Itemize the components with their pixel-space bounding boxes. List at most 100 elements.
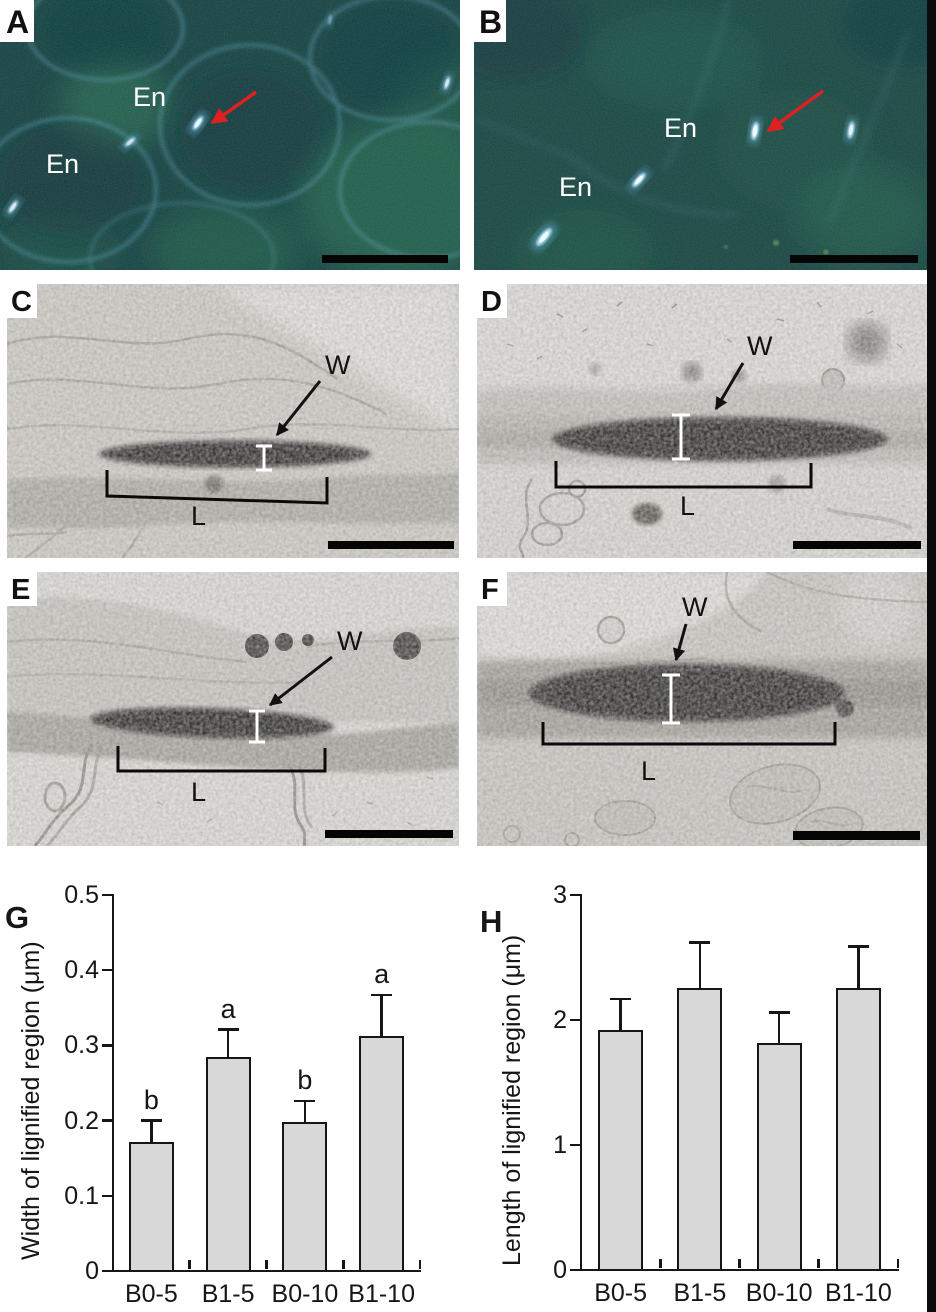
- error-bar-cap: [689, 941, 711, 944]
- scale-bar: [322, 255, 448, 263]
- significance-letter: a: [374, 959, 390, 990]
- y-tick-label: 0.4: [64, 956, 99, 985]
- x-tick: [188, 1260, 192, 1269]
- error-bar-line: [303, 1101, 307, 1123]
- casparian-strip-fluorescent-spots: [531, 117, 857, 255]
- panel-B-fluorescence-micrograph: En En B: [474, 0, 928, 270]
- image-noise: [0, 0, 460, 270]
- error-bar-line: [226, 1029, 230, 1057]
- bar-B0-10: [756, 1042, 802, 1271]
- bar-B0-5: [128, 1142, 174, 1272]
- length-bracket: [105, 470, 329, 505]
- scale-bar: [790, 255, 918, 263]
- width-ibeam-marker: [249, 709, 265, 744]
- error-bar-line: [619, 998, 622, 1030]
- bar-B0-5: [598, 1030, 644, 1271]
- bar-B1-10: [835, 987, 881, 1271]
- y-axis-title: Length of lignified region (μm): [498, 934, 526, 1267]
- x-tick: [341, 1260, 345, 1269]
- width-marker-label: W: [325, 350, 351, 380]
- width-marker-label: W: [747, 331, 773, 361]
- x-category-label: B1-10: [825, 1279, 892, 1307]
- panel-letter: A: [6, 4, 29, 40]
- x-category-label: B1-5: [673, 1279, 727, 1307]
- scale-bar: [328, 541, 454, 549]
- panel-letter-box: [477, 572, 507, 606]
- y-tick: [102, 893, 112, 897]
- y-axis: [111, 893, 115, 1273]
- y-axis: [579, 893, 583, 1272]
- red-arrow-icon: [210, 90, 258, 125]
- scale-bar: [793, 541, 921, 549]
- x-category-label: B0-5: [124, 1280, 178, 1308]
- length-marker-label: L: [680, 491, 695, 521]
- y-tick: [570, 1018, 580, 1022]
- panel-letter-box: [7, 572, 37, 606]
- black-arrow-icon: [269, 655, 333, 707]
- panel-C-tem-micrograph: W L C: [7, 284, 459, 558]
- chart-panel-letter: G: [5, 900, 30, 935]
- length-marker-label: L: [191, 501, 206, 531]
- y-tick: [570, 893, 580, 897]
- bar-B1-5: [205, 1056, 251, 1272]
- y-tick-label: 3: [553, 881, 567, 909]
- y-tick: [102, 968, 112, 972]
- significance-letter: b: [143, 1084, 159, 1115]
- x-category-label: B1-5: [201, 1280, 255, 1308]
- panel-letter: E: [11, 574, 30, 606]
- chart-panel-letter: H: [480, 904, 503, 939]
- significance-letter: a: [220, 993, 236, 1024]
- x-category-label: B0-10: [745, 1279, 813, 1307]
- y-tick-label: 0: [85, 1257, 99, 1285]
- x-tick: [658, 1259, 662, 1268]
- error-bar-cap: [140, 1119, 162, 1122]
- error-bar-cap: [371, 993, 393, 997]
- significance-letter: b: [297, 1065, 313, 1096]
- x-axis: [579, 1268, 900, 1272]
- y-tick-label: 0.3: [64, 1031, 99, 1060]
- y-tick: [570, 1268, 580, 1272]
- panel-letter: D: [481, 286, 502, 318]
- y-tick-label: 2: [553, 1006, 567, 1034]
- black-arrow-icon: [714, 362, 745, 411]
- error-bar-line: [698, 942, 702, 988]
- panel-F-tem-micrograph: W L F: [477, 572, 928, 846]
- panel-A-fluorescence-micrograph: En En A: [0, 0, 460, 270]
- y-tick-label: 0.2: [64, 1106, 99, 1135]
- x-tick: [896, 1259, 900, 1268]
- image-noise-light: [7, 284, 459, 558]
- x-tick: [265, 1260, 268, 1269]
- endodermis-label: En: [133, 82, 166, 112]
- error-bar-cap: [610, 997, 632, 1000]
- y-tick-label: 0: [553, 1256, 567, 1284]
- length-bracket: [541, 722, 837, 746]
- panel-letter-box: [477, 284, 507, 318]
- error-bar-cap: [217, 1028, 239, 1031]
- bar-B1-10: [359, 1035, 405, 1272]
- image-noise-light: [477, 284, 928, 558]
- error-bar-line: [380, 995, 383, 1036]
- width-ibeam-marker: [256, 444, 272, 472]
- panel-letter-box: [7, 284, 37, 318]
- length-marker-label: L: [641, 756, 656, 786]
- scale-bar: [325, 830, 453, 838]
- width-ibeam-marker: [672, 413, 690, 461]
- x-tick: [738, 1259, 741, 1268]
- error-bar-cap: [768, 1011, 790, 1014]
- endodermis-label: En: [559, 172, 592, 202]
- error-bar-line: [150, 1120, 153, 1143]
- panel-letter: B: [479, 4, 502, 40]
- panel-letter-box: [474, 0, 506, 42]
- chart-width-of-lignified-region: G Width of lignified region (μm) 0 0.1 0.2 0.…: [0, 860, 468, 1312]
- width-ibeam-marker: [662, 673, 680, 725]
- image-noise-light: [7, 572, 459, 846]
- x-category-label: B0-5: [594, 1279, 648, 1307]
- red-arrow-icon: [766, 89, 825, 133]
- panel-letter-box: [0, 0, 34, 42]
- panel-E-tem-micrograph: W L E: [7, 572, 459, 846]
- y-tick: [102, 1044, 112, 1047]
- y-tick-label: 0.1: [64, 1181, 99, 1210]
- y-tick: [102, 1119, 112, 1122]
- endodermis-label: En: [46, 149, 79, 179]
